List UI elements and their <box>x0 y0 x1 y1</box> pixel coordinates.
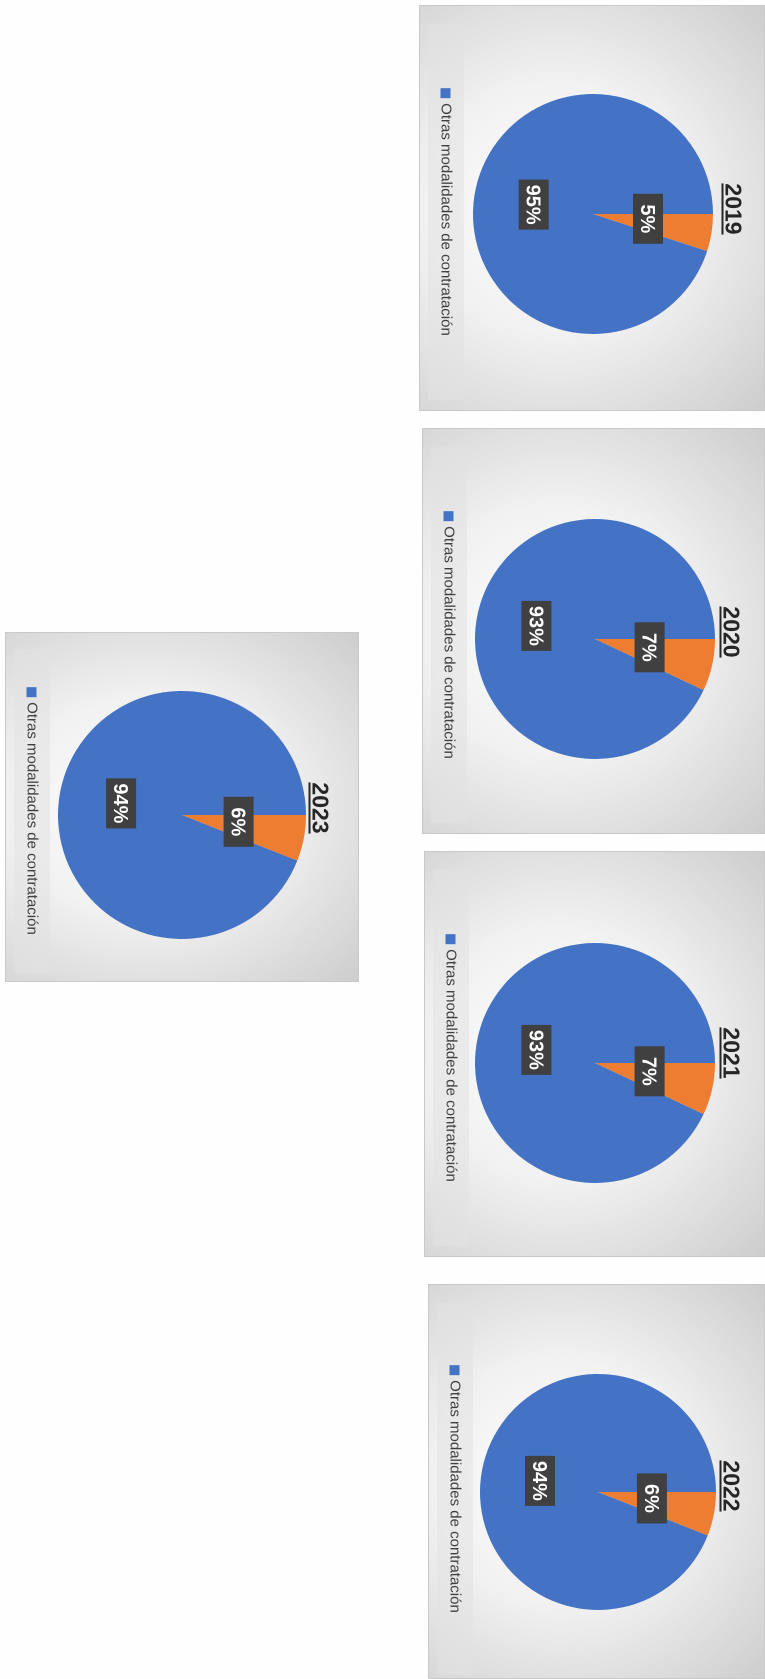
data-label: 5% <box>633 193 663 244</box>
data-label-text: 7% <box>638 633 660 662</box>
data-label-bg <box>636 1473 667 1524</box>
data-label: 6% <box>636 1473 667 1524</box>
data-label-text: 6% <box>227 807 249 836</box>
chart-title: 2021 <box>718 1027 745 1079</box>
data-label-bg <box>106 778 137 829</box>
pie-chart-2021: 93% 7% <box>475 942 715 1183</box>
pie-chart-2020: 93% 7% <box>475 518 715 759</box>
data-label: 7% <box>634 622 665 673</box>
data-label: 93% <box>521 1024 552 1075</box>
chart-title: 2020 <box>718 606 745 658</box>
data-label-bg <box>525 1455 555 1506</box>
data-label-bg <box>633 193 663 244</box>
data-label: 7% <box>634 1046 665 1097</box>
data-label-bg <box>634 1046 665 1097</box>
data-label-bg <box>521 600 552 651</box>
chart-title: 2019 <box>720 183 747 235</box>
slice-otras-modalidades <box>475 942 715 1183</box>
chart-title: 2023 <box>307 782 334 834</box>
slice-otras-modalidades <box>475 518 715 759</box>
legend: Otras modalidades de contratación <box>428 24 464 400</box>
data-label: 93% <box>521 600 552 651</box>
legend: Otras modalidades de contratación <box>437 1303 473 1675</box>
data-label-bg <box>634 622 665 673</box>
data-label-text: 7% <box>638 1057 660 1086</box>
slice-otras-modalidades <box>473 94 713 335</box>
chart-panel-2022: Otras modalidades de contratación 94% 6% … <box>428 1284 765 1679</box>
data-label: 95% <box>518 179 549 230</box>
pie-chart-2019: 95% 5% <box>473 94 713 335</box>
chart-panel-2019: Otras modalidades de contratación 95% 5% … <box>419 5 765 411</box>
data-label: 6% <box>223 796 254 847</box>
data-label-text: 5% <box>636 204 658 233</box>
chart-panel-2020: Otras modalidades de contratación 93% 7% … <box>422 428 765 834</box>
legend: Otras modalidades de contratación <box>433 870 469 1246</box>
data-label: 94% <box>525 1455 555 1506</box>
data-label-bg <box>223 796 254 847</box>
slice-otras-modalidades <box>57 690 307 939</box>
legend: Otras modalidades de contratación <box>431 447 467 823</box>
slice-otras-modalidades <box>480 1373 716 1610</box>
pie-chart-2022: 94% 6% <box>480 1373 716 1610</box>
data-label: 94% <box>106 778 137 829</box>
data-label-bg <box>521 1024 552 1075</box>
chart-panel-2021: Otras modalidades de contratación 93% 7% … <box>424 851 765 1257</box>
chart-title: 2022 <box>718 1460 745 1512</box>
data-label-text: 93% <box>524 606 546 646</box>
chart-panel-2023: Otras modalidades de contratación 94% 6% … <box>5 632 359 982</box>
data-label-text: 94% <box>528 1461 550 1501</box>
data-label-text: 94% <box>109 783 131 823</box>
legend: Otras modalidades de contratación <box>14 649 50 973</box>
data-label-bg <box>518 179 549 230</box>
data-label-text: 93% <box>524 1030 546 1070</box>
data-label-text: 6% <box>640 1484 662 1513</box>
pie-chart-2023: 94% 6% <box>57 690 307 939</box>
data-label-text: 95% <box>522 185 544 225</box>
